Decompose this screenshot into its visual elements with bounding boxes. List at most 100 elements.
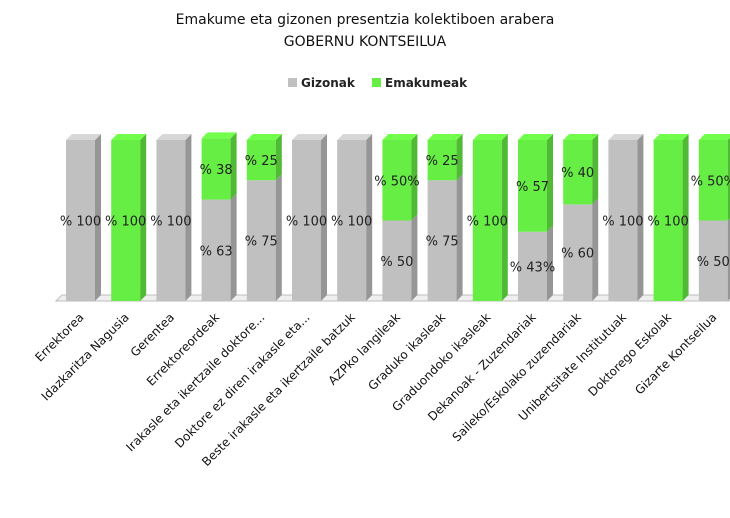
bar-top [608,134,644,140]
bar-front [427,140,457,181]
data-label: % 50 [380,255,413,270]
bar-top [292,134,327,140]
bar-segment-emakumeak-10 [518,134,553,232]
bar-top [66,134,101,140]
bar-side [682,134,689,301]
bar-segment-gizonak-14 [698,218,730,301]
bar-front [201,138,231,200]
bar-front [518,231,547,301]
bar-segment-gizonak-6 [337,134,373,301]
legend-swatch-gizonak [288,78,297,87]
data-label: % 100 [331,215,372,230]
bar-top [563,134,599,140]
bar-side [547,225,553,301]
bar-segment-emakumeak-4 [246,134,282,181]
legend: Gizonak Emakumeak [288,76,468,90]
bar-front [246,180,276,301]
bar-side [275,174,282,301]
bar-front [246,140,276,181]
bar-segment-gizonak-12 [608,134,644,301]
data-label: % 50% [691,174,730,189]
bar-front [563,204,593,301]
bar-segment-gizonak-10 [518,225,553,301]
data-label: % 50 [697,255,730,270]
bar-front [653,140,683,301]
chart-title: Emakume eta gizonen presentzia kolektibo… [176,12,555,28]
bar-front [156,140,186,301]
bar-side [456,134,463,181]
bar-segment-gizonak-5 [292,134,327,301]
bar-side [456,174,463,301]
bar-front [292,140,321,301]
bar-top [246,134,282,140]
chart-subtitle: GOBERNU KONTSEILUA [284,34,447,50]
data-label: % 100 [60,215,101,230]
bar-segment-gizonak-3 [201,193,237,301]
bar-segment-gizonak-11 [563,198,599,301]
data-label: % 57 [516,180,549,195]
legend-swatch-emakumeak [372,78,381,87]
bar-side [321,134,327,301]
legend-label-gizonak: Gizonak [301,76,356,90]
data-label: % 100 [286,215,327,230]
bar-side [230,132,237,200]
bar-top [156,134,192,140]
category-label: Gizarte Kontseilua [632,310,719,397]
bar-segment-gizonak-2 [156,134,192,301]
data-label: % 75 [426,235,459,250]
bar-top [518,134,553,140]
bar-front [698,220,728,301]
bar-segment-emakumeak-13 [653,134,689,301]
bar-side [185,134,192,301]
bar-side [411,134,418,221]
bar-top [653,134,689,140]
bar-segment-emakumeak-9 [472,134,508,301]
bar-front [472,140,502,301]
bar-side [501,134,508,301]
bar-side [230,193,237,301]
bar-segment-emakumeak-14 [698,134,730,221]
bar-front [427,180,457,301]
bar-front [698,140,728,221]
bar-segment-gizonak-0 [66,134,101,301]
data-label: % 50% [374,174,419,189]
bars-group [66,132,730,301]
bar-side [275,134,282,181]
bar-front [201,199,231,301]
data-label: % 38 [200,163,233,178]
bar-segment-emakumeak-1 [111,134,147,301]
bar-front [382,220,412,301]
data-label: % 100 [602,215,643,230]
data-labels-group: % 100 % 100 % 100 % 63 % 38 % 75 % 25 % 100 % 10… [60,154,730,275]
bar-front [563,140,593,205]
data-label: % 100 [150,215,191,230]
bar-top [337,134,373,140]
bar-side [727,137,730,221]
bar-side [637,134,644,301]
data-label: % 40 [561,166,594,181]
bar-segment-gizonak-7 [382,214,418,301]
bar-segment-emakumeak-7 [382,134,418,221]
category-label: Doktorego Eskolak [585,310,674,399]
bar-side [95,134,101,301]
legend-label-emakumeak: Emakumeak [385,76,468,90]
bar-segment-gizonak-8 [427,174,463,301]
data-label: % 100 [647,215,688,230]
bar-front [518,140,547,232]
bar-top [382,134,418,140]
bar-top [201,132,237,139]
bar-front [608,140,638,301]
bar-segment-emakumeak-3 [201,132,237,200]
bar-segment-gizonak-4 [246,174,282,301]
bar-top [698,134,730,140]
data-label: % 43% [510,260,555,275]
bar-side [592,198,599,301]
bar-side [592,134,599,205]
bar-front [111,140,141,301]
bar-segment-emakumeak-11 [563,134,599,205]
bar-top [427,134,463,140]
data-label: % 100 [105,215,146,230]
bar-front [382,140,412,221]
